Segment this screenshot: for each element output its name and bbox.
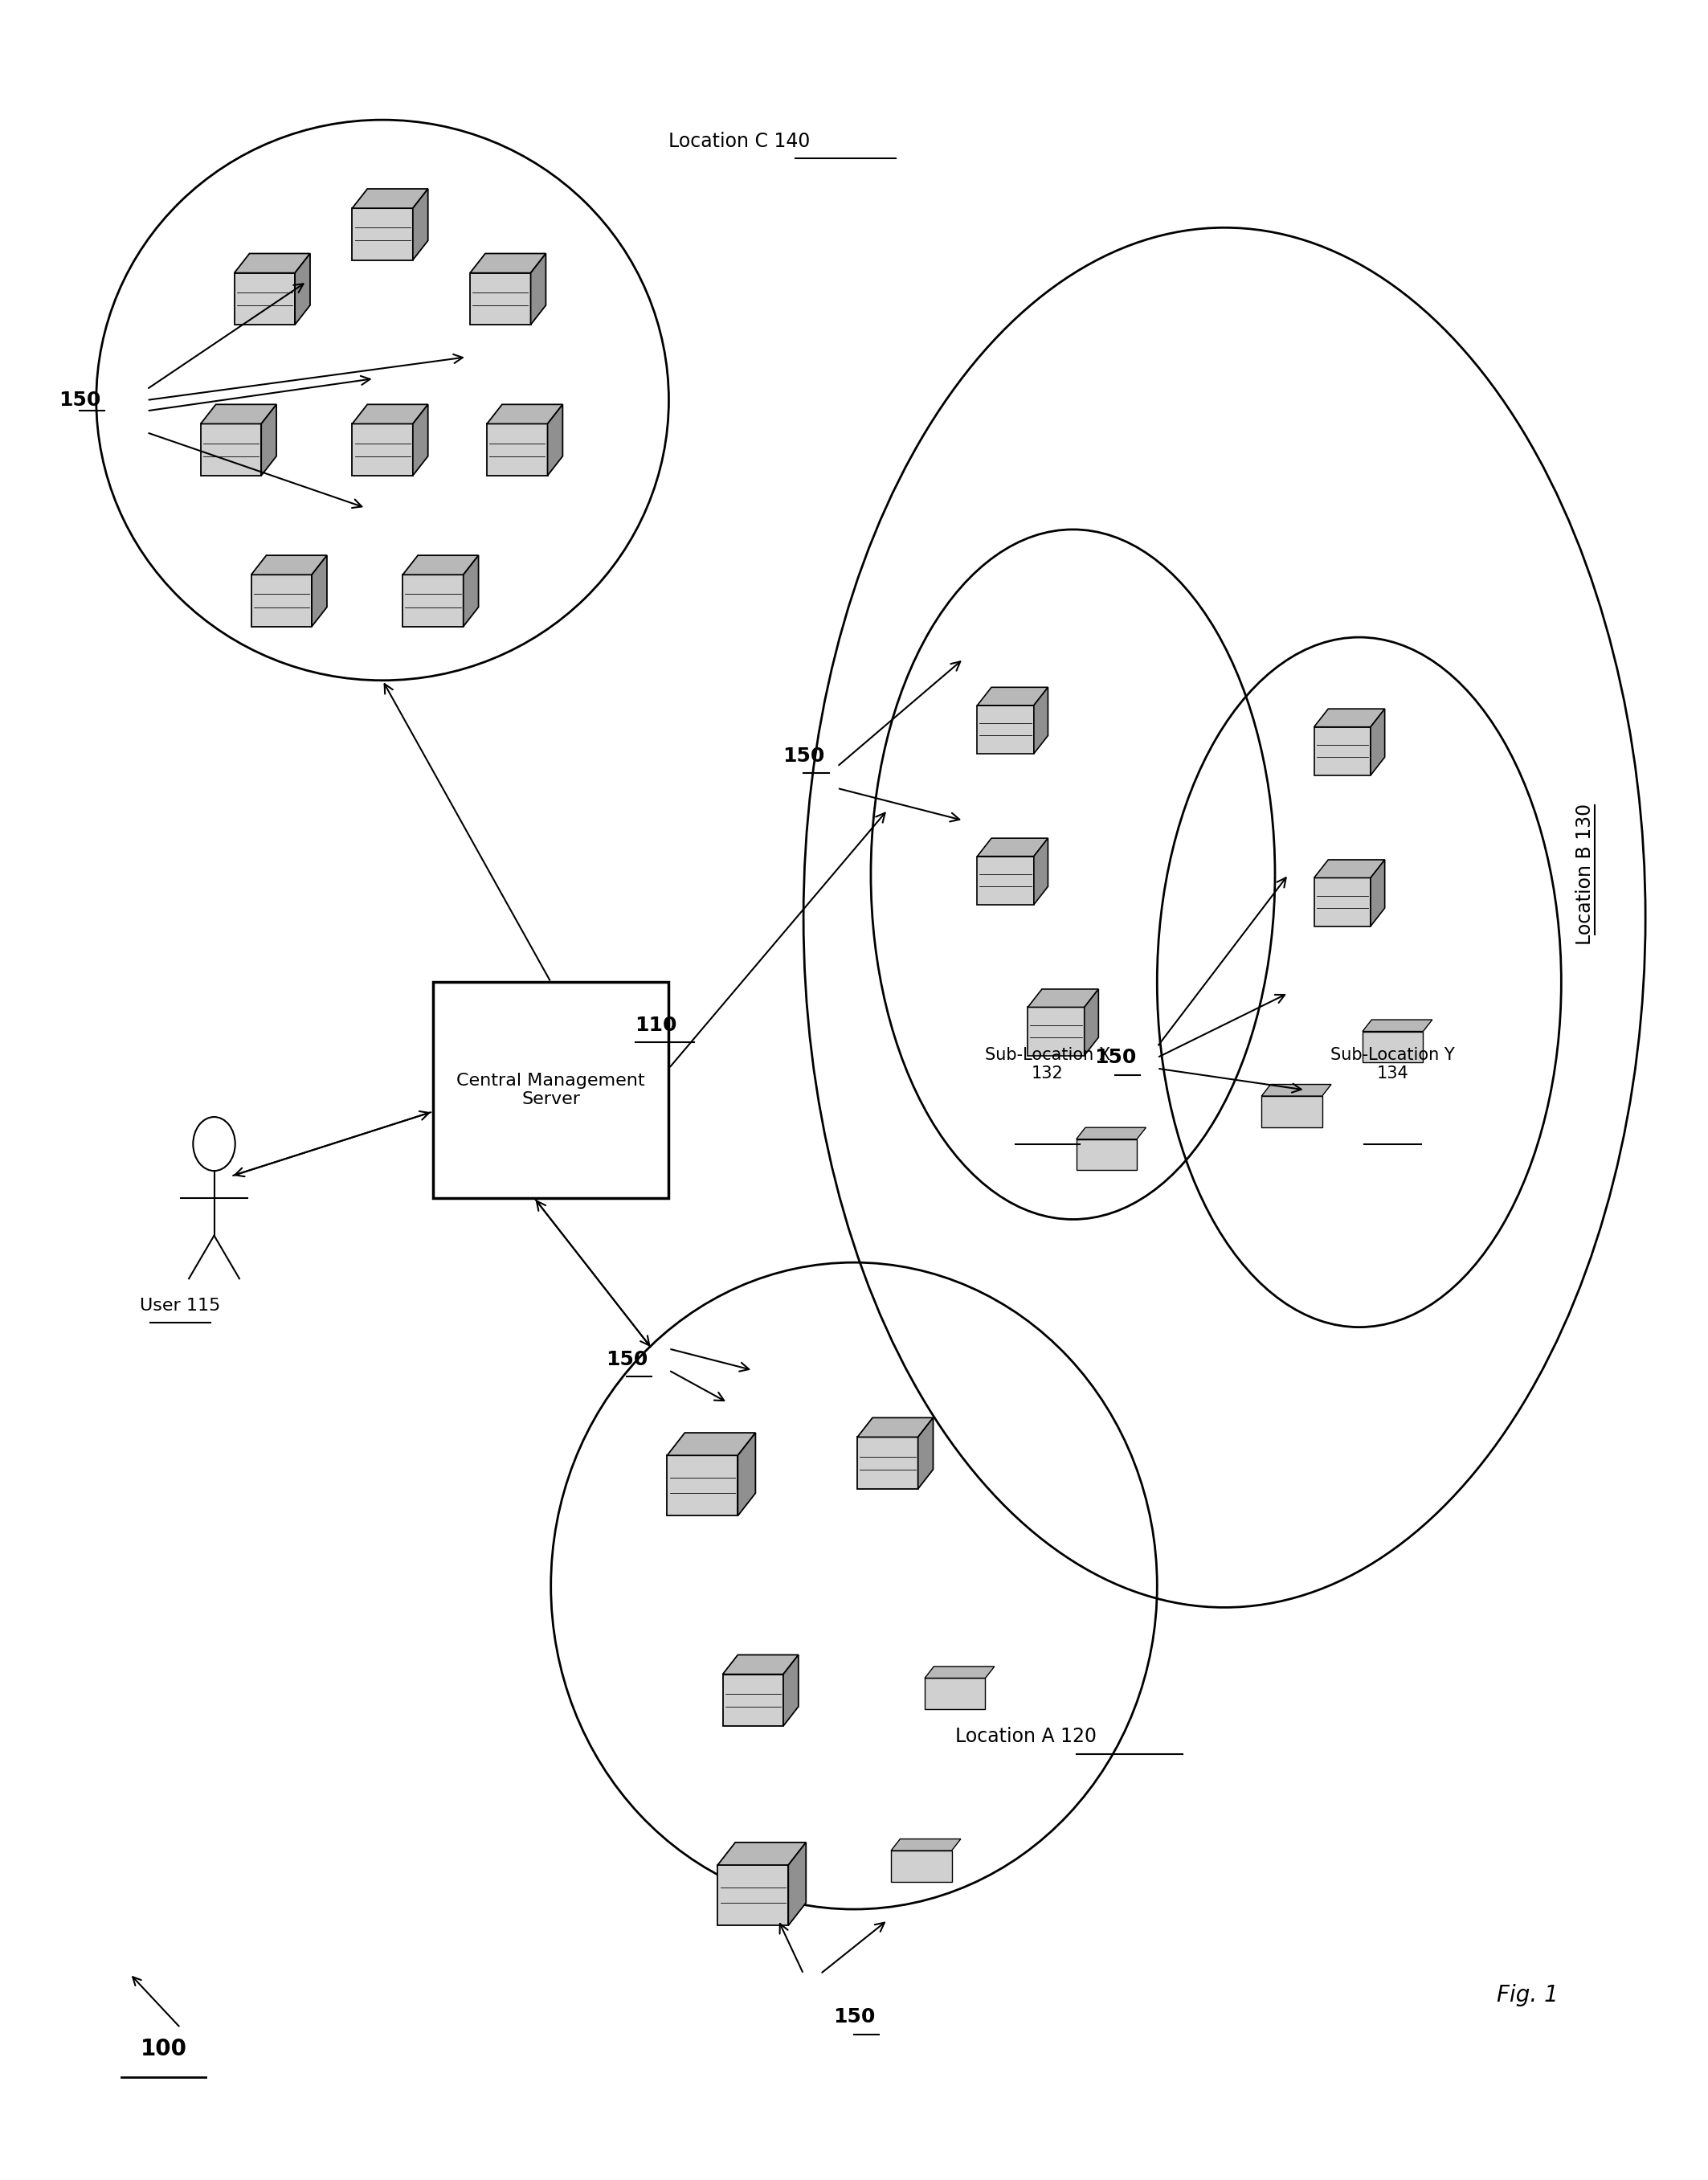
- Polygon shape: [1313, 708, 1385, 726]
- Text: Central Management
Server: Central Management Server: [456, 1073, 646, 1107]
- Text: 150: 150: [782, 746, 825, 765]
- Text: Location A 120: Location A 120: [955, 1727, 1097, 1746]
- Polygon shape: [251, 556, 326, 576]
- Text: Location B 130: Location B 130: [1576, 804, 1595, 946]
- Polygon shape: [892, 1851, 951, 1881]
- Polygon shape: [413, 190, 429, 259]
- Polygon shape: [1313, 726, 1370, 776]
- Polygon shape: [977, 687, 1049, 706]
- Polygon shape: [1262, 1083, 1331, 1097]
- Polygon shape: [784, 1655, 798, 1727]
- Polygon shape: [352, 190, 429, 209]
- Polygon shape: [403, 556, 478, 576]
- Polygon shape: [1085, 990, 1098, 1055]
- Polygon shape: [470, 253, 547, 272]
- Polygon shape: [668, 1432, 755, 1456]
- Polygon shape: [261, 405, 277, 475]
- Polygon shape: [1076, 1127, 1146, 1140]
- Polygon shape: [1262, 1097, 1322, 1127]
- Polygon shape: [722, 1674, 784, 1727]
- Polygon shape: [1363, 1020, 1433, 1031]
- Text: Location C 140: Location C 140: [670, 131, 811, 150]
- Polygon shape: [1313, 859, 1385, 879]
- Polygon shape: [1076, 1140, 1138, 1171]
- Polygon shape: [857, 1437, 917, 1489]
- Polygon shape: [352, 209, 413, 259]
- Polygon shape: [924, 1666, 994, 1679]
- Polygon shape: [857, 1417, 933, 1437]
- Text: Sub-Location Y
134: Sub-Location Y 134: [1331, 1046, 1455, 1081]
- Polygon shape: [352, 423, 413, 475]
- Polygon shape: [200, 423, 261, 475]
- Polygon shape: [722, 1655, 798, 1674]
- Polygon shape: [352, 405, 429, 423]
- Polygon shape: [977, 706, 1033, 754]
- FancyBboxPatch shape: [434, 983, 670, 1197]
- Polygon shape: [977, 857, 1033, 905]
- Polygon shape: [1363, 1031, 1423, 1062]
- Text: 110: 110: [635, 1016, 678, 1036]
- Text: 150: 150: [834, 2008, 874, 2027]
- Polygon shape: [924, 1679, 986, 1709]
- Polygon shape: [234, 272, 295, 325]
- Polygon shape: [668, 1456, 738, 1515]
- Text: User 115: User 115: [140, 1297, 220, 1315]
- Text: Fig. 1: Fig. 1: [1496, 1984, 1558, 2008]
- Text: 150: 150: [58, 390, 101, 410]
- Polygon shape: [977, 837, 1049, 857]
- Polygon shape: [1028, 1007, 1085, 1055]
- Polygon shape: [413, 405, 429, 475]
- Polygon shape: [1033, 837, 1049, 905]
- Polygon shape: [917, 1417, 933, 1489]
- Polygon shape: [313, 556, 326, 626]
- Polygon shape: [1033, 687, 1049, 754]
- Polygon shape: [1313, 879, 1370, 927]
- Polygon shape: [531, 253, 547, 325]
- Polygon shape: [717, 1842, 806, 1866]
- Polygon shape: [470, 272, 531, 325]
- Polygon shape: [789, 1842, 806, 1925]
- Polygon shape: [892, 1840, 962, 1851]
- Polygon shape: [717, 1866, 789, 1925]
- Text: 100: 100: [140, 2038, 186, 2060]
- Text: 150: 150: [606, 1349, 647, 1369]
- Polygon shape: [738, 1432, 755, 1515]
- Polygon shape: [463, 556, 478, 626]
- Polygon shape: [1370, 859, 1385, 926]
- Polygon shape: [487, 423, 548, 475]
- Polygon shape: [548, 405, 562, 475]
- Polygon shape: [234, 253, 311, 272]
- Text: Sub-Location X
132: Sub-Location X 132: [986, 1046, 1110, 1081]
- Polygon shape: [487, 405, 562, 423]
- Polygon shape: [295, 253, 311, 325]
- Text: 150: 150: [1093, 1049, 1136, 1068]
- Polygon shape: [403, 576, 463, 626]
- Polygon shape: [1370, 708, 1385, 776]
- Polygon shape: [200, 405, 277, 423]
- Polygon shape: [1028, 990, 1098, 1007]
- Polygon shape: [251, 576, 313, 626]
